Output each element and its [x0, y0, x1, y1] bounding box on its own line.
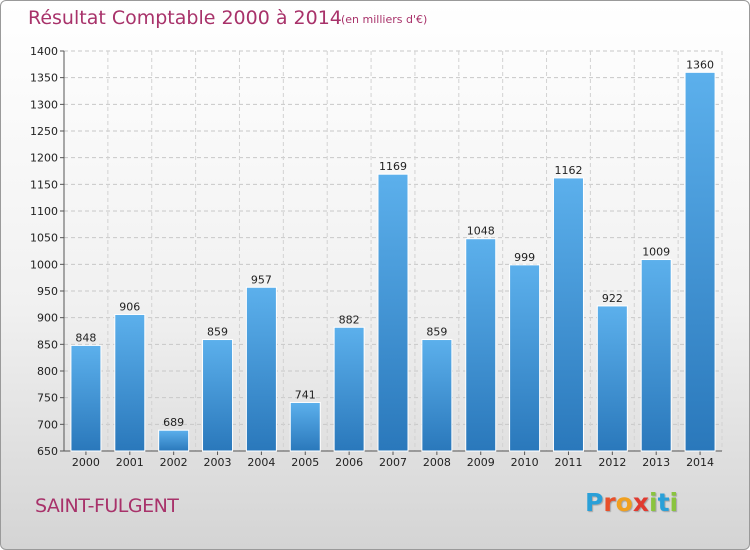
chart-title: Résultat Comptable 2000 à 2014: [28, 7, 342, 29]
bar-2007: [377, 173, 409, 452]
y-tick-label: 700: [37, 418, 58, 431]
logo-letter: i: [649, 488, 658, 517]
x-tick-label: 2009: [467, 456, 495, 469]
x-tick-label: 2012: [598, 456, 626, 469]
x-tick-label: 2003: [204, 456, 232, 469]
y-axis-labels: 650 700 750 800 850 900 950 1000 1050 1100 1150 120…: [30, 45, 58, 458]
x-tick-label: 2011: [554, 456, 582, 469]
data-label: 1048: [467, 225, 495, 238]
x-tick-label: 2005: [291, 456, 319, 469]
data-label: 689: [163, 416, 184, 429]
bar-2012: [596, 305, 628, 452]
x-tick-label: 2014: [686, 456, 714, 469]
y-tick-label: 1000: [30, 258, 58, 271]
y-tick-label: 1250: [30, 125, 58, 138]
bars: [70, 71, 716, 452]
logo-letter: P: [585, 488, 604, 517]
x-axis-labels: 2000 2001 2002 2003 2004 2005 2006 2007 2008 2009…: [72, 456, 714, 469]
data-label: 922: [602, 292, 623, 305]
y-tick-label: 1300: [30, 98, 58, 111]
y-tick-label: 850: [37, 338, 58, 351]
y-tick-label: 1050: [30, 232, 58, 245]
logo-letter: t: [657, 488, 670, 517]
x-tick-label: 2002: [160, 456, 188, 469]
data-label: 906: [119, 300, 140, 313]
data-label: 1009: [642, 246, 670, 259]
bar-2003: [202, 339, 234, 452]
logo-letter: o: [615, 488, 633, 517]
city-name: SAINT-FULGENT: [35, 495, 179, 517]
y-tick-label: 1100: [30, 205, 58, 218]
data-label: 1169: [379, 160, 407, 173]
data-label: 859: [426, 326, 447, 339]
y-tick-label: 650: [37, 445, 58, 458]
y-tick-label: 1150: [30, 178, 58, 191]
data-label: 999: [514, 251, 535, 264]
bar-2004: [245, 286, 277, 452]
bar-2001: [114, 313, 146, 452]
x-tick-label: 2006: [335, 456, 363, 469]
x-tick-label: 2013: [642, 456, 670, 469]
y-tick-label: 1350: [30, 72, 58, 85]
x-tick-label: 2010: [511, 456, 539, 469]
x-tick-label: 2000: [72, 456, 100, 469]
data-label: 741: [295, 388, 316, 401]
proxiti-logo[interactable]: Proxiti: [585, 488, 678, 517]
y-tick-label: 950: [37, 285, 58, 298]
bar-2006: [333, 326, 365, 452]
bar-2005: [289, 401, 321, 452]
bar-2009: [465, 238, 497, 452]
y-tick-label: 750: [37, 392, 58, 405]
bar-2002: [158, 429, 190, 452]
bar-2014: [684, 71, 716, 452]
y-tick-label: 900: [37, 312, 58, 325]
y-tick-label: 800: [37, 365, 58, 378]
logo-letter: r: [603, 488, 616, 517]
data-label: 1360: [686, 58, 714, 71]
x-tick-label: 2001: [116, 456, 144, 469]
x-tick-label: 2008: [423, 456, 451, 469]
x-tick-label: 2007: [379, 456, 407, 469]
data-label: 882: [339, 313, 360, 326]
bar-2008: [421, 339, 453, 452]
bar-2010: [509, 264, 541, 452]
bar-2000: [70, 344, 102, 452]
data-label: 957: [251, 273, 272, 286]
logo-letter: x: [632, 488, 649, 517]
y-tick-label: 1400: [30, 45, 58, 58]
data-label: 1162: [554, 164, 582, 177]
logo-letter: i: [669, 488, 679, 517]
x-tick-label: 2004: [247, 456, 275, 469]
bar-2013: [640, 259, 672, 452]
bar-2011: [552, 177, 584, 452]
y-tick-label: 1200: [30, 152, 58, 165]
chart-unit: (en milliers d'€): [341, 13, 428, 26]
data-label: 848: [75, 331, 96, 344]
data-labels: 848 906 689 859 957 741 882 1169 859 1048 999 1162 9…: [75, 58, 714, 429]
data-label: 859: [207, 326, 228, 339]
